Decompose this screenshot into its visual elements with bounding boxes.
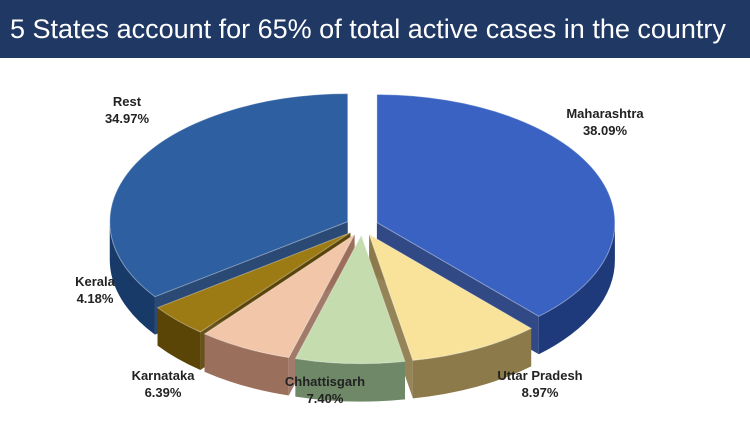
slice-wall-rest (109, 221, 155, 335)
slice-label-rest: Rest (113, 94, 142, 109)
slice-label-uttar-pradesh: Uttar Pradesh (497, 368, 582, 383)
slice-kerala (156, 232, 351, 333)
slice-value-kerala: 4.18% (77, 291, 114, 306)
slice-label-chhattisgarh: Chhattisgarh (285, 374, 365, 389)
slice-value-karnataka: 6.39% (145, 385, 182, 400)
slice-rest (109, 93, 349, 298)
slice-wall-chhattisgarh (295, 358, 405, 402)
slice-label-maharashtra: Maharashtra (566, 106, 644, 121)
pie-labels: Maharashtra 38.09% Uttar Pradesh 8.97% Chhat… (75, 94, 644, 406)
slice-chhattisgarh (294, 234, 406, 365)
slice-value-uttar-pradesh: 8.97% (522, 385, 559, 400)
slice-label-karnataka: Karnataka (132, 368, 196, 383)
slice-value-rest: 34.97% (105, 111, 150, 126)
pie-chart: Maharashtra 38.09% Uttar Pradesh 8.97% Chhat… (75, 93, 644, 406)
title-bar: 5 States account for 65% of total active… (0, 0, 750, 58)
chart-title: 5 States account for 65% of total active… (10, 13, 726, 44)
slice-label-kerala: Kerala (75, 274, 116, 289)
slice-maharashtra (376, 93, 616, 317)
slice-value-chhattisgarh: 7.40% (307, 391, 344, 406)
pie-tops (109, 93, 616, 365)
slice-value-maharashtra: 38.09% (583, 123, 628, 138)
slice-karnataka (203, 234, 356, 359)
slice-uttar-pradesh (368, 233, 533, 361)
slice-wall-maharashtra (538, 222, 615, 355)
